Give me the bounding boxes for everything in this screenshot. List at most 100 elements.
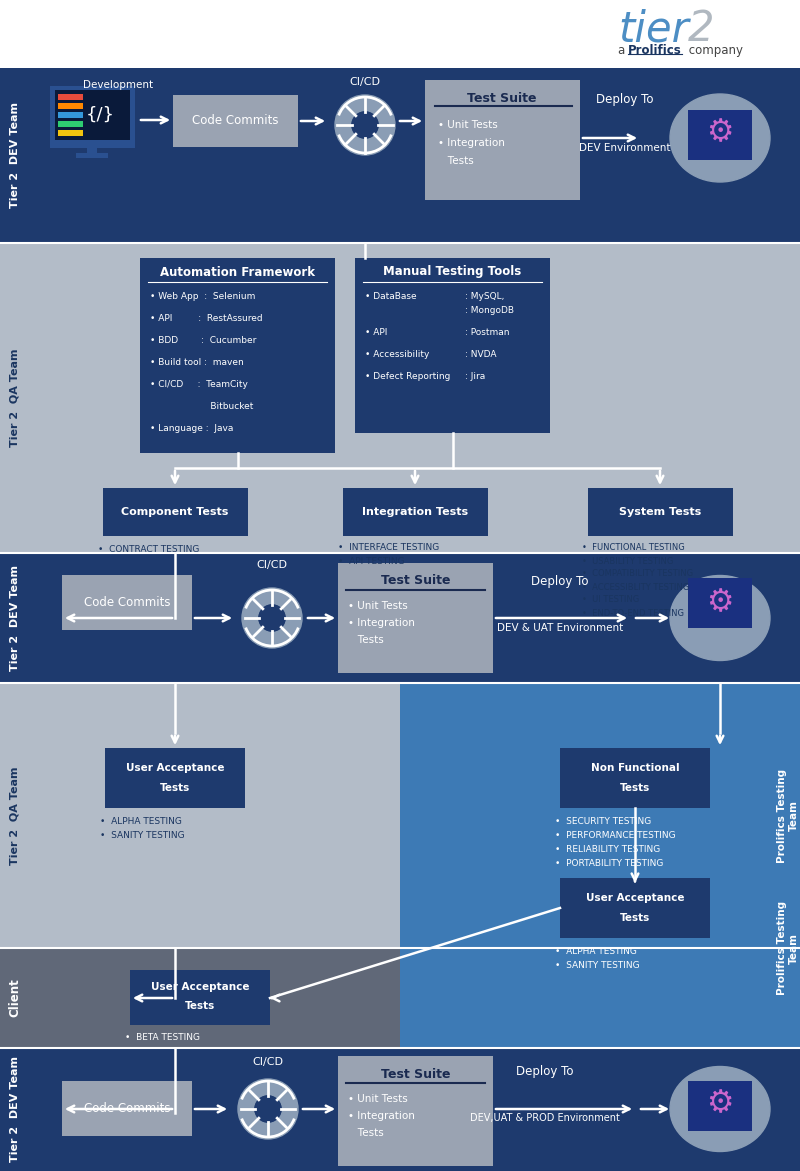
Circle shape: [352, 112, 378, 138]
Text: DEV,UAT & PROD Environment: DEV,UAT & PROD Environment: [470, 1112, 620, 1123]
Bar: [76, 153, 108, 158]
Bar: [713, 1131, 727, 1137]
Bar: [140, 258, 335, 453]
Text: Tier 2  DEV Team: Tier 2 DEV Team: [10, 103, 20, 208]
Bar: [587, 488, 733, 536]
Text: company: company: [685, 44, 743, 57]
Text: • BDD        :  Cucumber: • BDD : Cucumber: [150, 336, 256, 345]
Text: Tier 2  QA Team: Tier 2 QA Team: [10, 349, 20, 447]
Circle shape: [259, 605, 285, 631]
Text: DEV & UAT Environment: DEV & UAT Environment: [497, 623, 623, 634]
Text: tier: tier: [618, 8, 689, 50]
Bar: [130, 970, 270, 1025]
Text: • Integration: • Integration: [348, 1111, 415, 1121]
Text: : Postman: : Postman: [465, 328, 510, 337]
Text: •  API TESTING: • API TESTING: [338, 557, 404, 567]
Text: Tests: Tests: [620, 783, 650, 793]
Text: •  SANITY TESTING: • SANITY TESTING: [555, 961, 640, 971]
Text: Tests: Tests: [348, 635, 384, 645]
Text: Integration Tests: Integration Tests: [362, 507, 468, 518]
Text: User Acceptance: User Acceptance: [126, 763, 224, 773]
Text: : MySQL,: : MySQL,: [465, 292, 504, 301]
Text: • CI/CD     :  TeamCity: • CI/CD : TeamCity: [150, 381, 248, 389]
Text: : Jira: : Jira: [465, 372, 486, 381]
Text: Code Commits: Code Commits: [84, 596, 170, 609]
Text: Tier 2  QA Team: Tier 2 QA Team: [10, 766, 20, 864]
Text: Code Commits: Code Commits: [84, 1103, 170, 1116]
Bar: [58, 103, 83, 109]
Text: •  SANITY TESTING: • SANITY TESTING: [100, 831, 185, 841]
Bar: [0, 0, 800, 68]
Ellipse shape: [670, 94, 770, 182]
Text: Code Commits: Code Commits: [192, 115, 278, 128]
Text: Manual Testing Tools: Manual Testing Tools: [383, 266, 522, 279]
Text: •  BETA TESTING: • BETA TESTING: [125, 1033, 200, 1041]
Circle shape: [238, 1078, 298, 1139]
Text: CI/CD: CI/CD: [257, 560, 287, 570]
Bar: [102, 488, 247, 536]
Bar: [0, 683, 400, 949]
Bar: [105, 748, 245, 808]
Bar: [87, 148, 97, 155]
Text: •  SECURITY TESTING: • SECURITY TESTING: [555, 817, 651, 827]
Bar: [58, 121, 83, 126]
Text: •  CONTRACT TESTING: • CONTRACT TESTING: [98, 546, 199, 555]
Bar: [338, 1056, 493, 1166]
Text: •  UI TESTING: • UI TESTING: [582, 596, 640, 604]
Text: ⚙: ⚙: [706, 589, 734, 617]
Text: • Web App  :  Selenium: • Web App : Selenium: [150, 292, 255, 301]
Text: • Unit Tests: • Unit Tests: [348, 601, 408, 611]
Text: • Defect Reporting: • Defect Reporting: [365, 372, 450, 381]
Circle shape: [335, 95, 395, 155]
Text: Client: Client: [9, 979, 22, 1018]
Text: Test Suite: Test Suite: [467, 91, 537, 104]
Bar: [62, 575, 192, 630]
Bar: [58, 130, 83, 136]
Text: Prolifics Testing
Team: Prolifics Testing Team: [778, 768, 798, 863]
Ellipse shape: [670, 1067, 770, 1151]
Bar: [62, 1081, 192, 1136]
Text: 2: 2: [688, 8, 714, 50]
Text: Tests: Tests: [348, 1128, 384, 1138]
Bar: [713, 160, 727, 166]
Text: Tier 2  DEV Team: Tier 2 DEV Team: [10, 564, 20, 671]
Text: : MongoDB: : MongoDB: [465, 306, 514, 315]
Bar: [560, 748, 710, 808]
Text: CI/CD: CI/CD: [253, 1057, 283, 1067]
Text: Non Functional: Non Functional: [590, 763, 679, 773]
Text: a: a: [618, 44, 629, 57]
Bar: [58, 112, 83, 118]
Bar: [688, 578, 752, 628]
Text: •  RELIABILITY TESTING: • RELIABILITY TESTING: [555, 845, 660, 855]
Bar: [425, 80, 580, 200]
Text: Automation Framework: Automation Framework: [160, 266, 315, 279]
Bar: [0, 244, 800, 553]
Bar: [400, 949, 800, 1048]
Text: •  PERFORMANCE TESTING: • PERFORMANCE TESTING: [555, 831, 676, 841]
Text: Test Suite: Test Suite: [381, 1068, 450, 1081]
Text: Prolifics: Prolifics: [628, 44, 682, 57]
Text: •  ALPHA TESTING: • ALPHA TESTING: [100, 817, 182, 827]
Text: •  COMPATIBILITY TESTING: • COMPATIBILITY TESTING: [582, 569, 694, 578]
Bar: [688, 110, 752, 160]
Text: • Integration: • Integration: [438, 138, 505, 148]
Bar: [55, 90, 130, 141]
Text: Component Tests: Component Tests: [122, 507, 229, 518]
Text: User Acceptance: User Acceptance: [586, 893, 684, 903]
Text: •  INTERFACE TESTING: • INTERFACE TESTING: [338, 543, 438, 553]
Bar: [355, 258, 550, 433]
Text: • Language :  Java: • Language : Java: [150, 424, 234, 433]
Text: •  FUNCTIONAL TESTING: • FUNCTIONAL TESTING: [582, 543, 686, 553]
Bar: [713, 628, 727, 634]
Bar: [0, 68, 800, 244]
Text: Bitbucket: Bitbucket: [150, 402, 254, 411]
Text: ⚙: ⚙: [706, 118, 734, 148]
Text: Deploy To: Deploy To: [531, 575, 589, 588]
Text: • Accessibility: • Accessibility: [365, 350, 430, 359]
Text: • DataBase: • DataBase: [365, 292, 417, 301]
Text: User Acceptance: User Acceptance: [150, 982, 250, 992]
Circle shape: [242, 588, 302, 648]
Text: •  ALPHA TESTING: • ALPHA TESTING: [555, 947, 637, 957]
Text: DEV Environment: DEV Environment: [579, 143, 670, 153]
Text: •  END-TO-END TESTING: • END-TO-END TESTING: [582, 609, 685, 617]
